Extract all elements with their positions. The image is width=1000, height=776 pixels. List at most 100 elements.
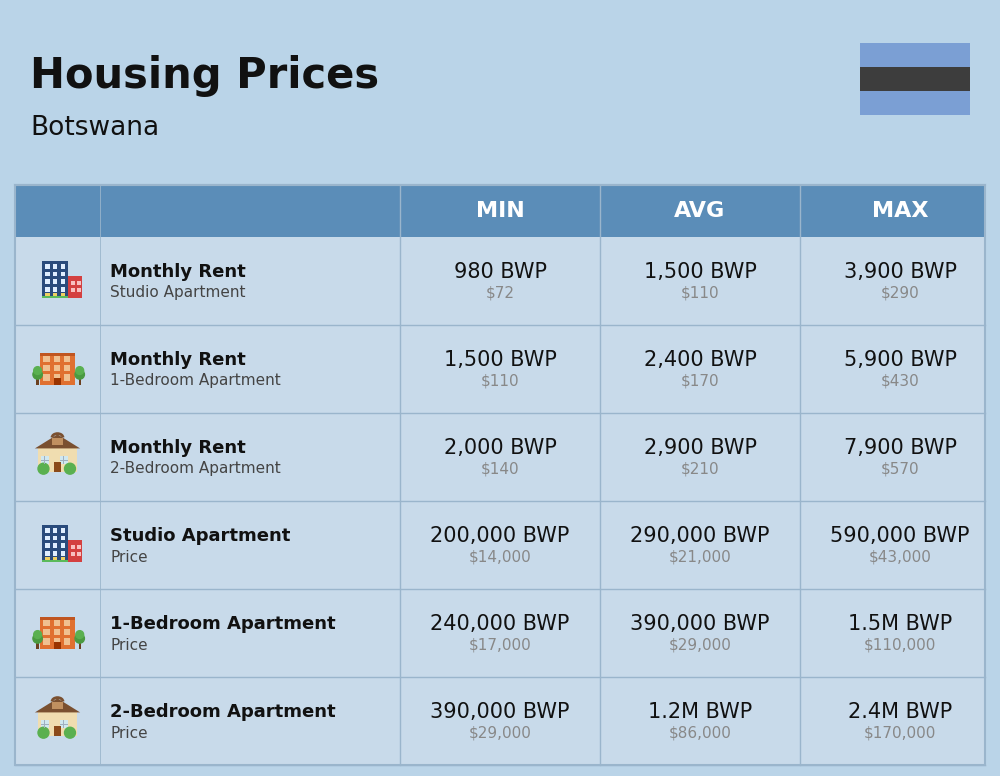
Bar: [53, 279, 57, 284]
Text: 1-Bedroom Apartment: 1-Bedroom Apartment: [110, 373, 281, 389]
Polygon shape: [35, 435, 80, 449]
Bar: [54, 726, 61, 736]
Text: 290,000 BWP: 290,000 BWP: [630, 526, 770, 546]
Circle shape: [34, 631, 42, 639]
Text: $110: $110: [681, 286, 719, 300]
Bar: [53, 556, 57, 560]
Text: 7,900 BWP: 7,900 BWP: [844, 438, 956, 458]
Text: $21,000: $21,000: [669, 549, 731, 564]
Text: 1-Bedroom Apartment: 1-Bedroom Apartment: [110, 615, 336, 633]
Bar: [54, 620, 60, 626]
Text: 1.5M BWP: 1.5M BWP: [848, 614, 952, 634]
Bar: [43, 365, 50, 372]
Text: $170: $170: [681, 373, 719, 389]
Text: Housing Prices: Housing Prices: [30, 55, 379, 97]
Bar: [64, 355, 70, 362]
Bar: [860, 43, 970, 67]
Bar: [43, 620, 50, 626]
Bar: [40, 352, 75, 386]
Bar: [38, 712, 77, 736]
Bar: [61, 543, 65, 548]
Bar: [53, 272, 57, 276]
Text: $110,000: $110,000: [864, 638, 936, 653]
Bar: [60, 456, 68, 464]
Text: $17,000: $17,000: [469, 638, 531, 653]
Text: $110: $110: [481, 373, 519, 389]
Circle shape: [76, 367, 84, 375]
Bar: [15, 185, 985, 237]
Text: $72: $72: [486, 286, 514, 300]
Bar: [45, 272, 50, 276]
Bar: [79, 378, 81, 386]
Bar: [53, 287, 57, 292]
Bar: [77, 288, 81, 292]
Bar: [36, 642, 39, 650]
Bar: [53, 535, 57, 540]
Text: $570: $570: [881, 462, 919, 476]
Text: $14,000: $14,000: [469, 549, 531, 564]
Text: $29,000: $29,000: [469, 726, 531, 740]
Text: 2,400 BWP: 2,400 BWP: [644, 350, 756, 370]
Bar: [42, 261, 68, 298]
Bar: [77, 281, 81, 285]
Bar: [36, 378, 39, 386]
Bar: [15, 325, 985, 413]
Circle shape: [76, 631, 84, 639]
Text: 2-Bedroom Apartment: 2-Bedroom Apartment: [110, 703, 336, 721]
Bar: [71, 552, 75, 556]
Bar: [42, 559, 68, 562]
Text: 2.4M BWP: 2.4M BWP: [848, 702, 952, 722]
Bar: [40, 617, 75, 620]
Bar: [61, 535, 65, 540]
Bar: [45, 543, 50, 548]
Bar: [60, 720, 68, 728]
Bar: [64, 629, 70, 636]
Bar: [41, 724, 49, 725]
Text: $210: $210: [681, 462, 719, 476]
Circle shape: [38, 463, 49, 474]
Bar: [45, 528, 50, 532]
Text: Studio Apartment: Studio Apartment: [110, 527, 290, 545]
Bar: [15, 589, 985, 677]
Bar: [41, 460, 49, 461]
Bar: [61, 272, 65, 276]
Bar: [53, 293, 57, 296]
Text: $29,000: $29,000: [669, 638, 731, 653]
Bar: [64, 365, 70, 372]
Bar: [42, 525, 68, 562]
Bar: [53, 264, 57, 268]
Text: 3,900 BWP: 3,900 BWP: [844, 262, 956, 282]
Bar: [71, 288, 75, 292]
Circle shape: [75, 370, 84, 379]
Bar: [53, 551, 57, 556]
Bar: [71, 545, 75, 549]
Bar: [60, 460, 68, 461]
Bar: [43, 355, 50, 362]
Bar: [71, 281, 75, 285]
Bar: [860, 67, 970, 91]
Bar: [40, 617, 75, 650]
Text: 390,000 BWP: 390,000 BWP: [630, 614, 770, 634]
Bar: [61, 551, 65, 556]
Bar: [52, 702, 63, 709]
Bar: [61, 287, 65, 292]
Text: $290: $290: [881, 286, 919, 300]
Bar: [54, 378, 61, 386]
Bar: [860, 91, 970, 115]
Bar: [45, 556, 50, 560]
Bar: [43, 629, 50, 636]
Bar: [43, 639, 50, 645]
Bar: [61, 528, 65, 532]
Text: 200,000 BWP: 200,000 BWP: [430, 526, 570, 546]
Bar: [64, 639, 70, 645]
Text: 590,000 BWP: 590,000 BWP: [830, 526, 970, 546]
Text: 1,500 BWP: 1,500 BWP: [444, 350, 556, 370]
Bar: [40, 352, 75, 355]
Bar: [38, 449, 77, 472]
Bar: [15, 413, 985, 501]
Bar: [54, 355, 60, 362]
Text: 390,000 BWP: 390,000 BWP: [430, 702, 570, 722]
Circle shape: [38, 727, 49, 738]
Text: $170,000: $170,000: [864, 726, 936, 740]
Text: Monthly Rent: Monthly Rent: [110, 439, 246, 457]
